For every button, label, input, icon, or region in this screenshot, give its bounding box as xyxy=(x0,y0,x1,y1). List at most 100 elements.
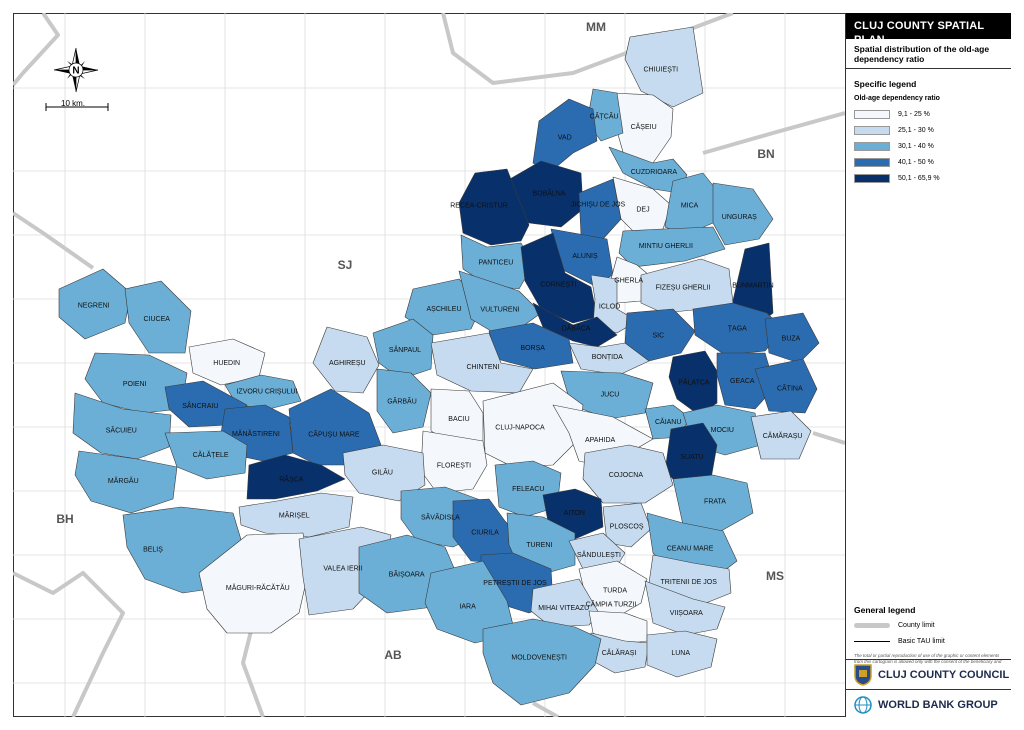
logo-label: CLUJ COUNTY COUNCIL xyxy=(878,668,1010,681)
specific-legend-title: Specific legend xyxy=(854,79,917,89)
tau-label: BUZA xyxy=(782,336,801,343)
tau-region xyxy=(764,312,820,364)
tau-region xyxy=(74,450,178,514)
logo-label: WORLD BANK GROUP xyxy=(878,698,998,711)
tau-label: FELEACU xyxy=(512,486,544,493)
tau-label: CORNEȘTI xyxy=(540,281,576,288)
tau-label: CUZDRIOARA xyxy=(631,169,678,176)
tau-region xyxy=(532,302,618,348)
tau-region xyxy=(198,532,310,634)
tau-label: CĂȚCĂU xyxy=(590,111,619,120)
tau-label: TRITENII DE JOS xyxy=(660,579,717,586)
tau-limit-swatch xyxy=(854,640,890,642)
tau-region xyxy=(530,578,600,628)
tau-label: SĂNDULEȘTI xyxy=(577,550,621,559)
neighbor-labels: MM BN SJ BH MS AB xyxy=(56,20,784,662)
tau-label: BUNMARTIN xyxy=(732,283,773,290)
tau-label: CĂIANU xyxy=(655,417,681,426)
tau-label: SÂNPAUL xyxy=(389,345,421,354)
tau-label: MOLDOVENEȘTI xyxy=(511,655,567,662)
tau-label: APAHIDA xyxy=(585,437,616,444)
compass-label: N xyxy=(72,66,79,77)
county-limit-swatch xyxy=(854,622,890,628)
tau-region xyxy=(458,168,530,246)
tau-label: MIHAI VITEAZU xyxy=(538,605,589,612)
legend-label: 30,1 - 40 % xyxy=(898,142,934,150)
legend-swatch xyxy=(854,141,890,151)
neighbor-label: AB xyxy=(384,648,402,662)
tau-label: FLOREȘTI xyxy=(437,463,471,470)
tau-label: MINTIU GHERLII xyxy=(639,243,693,250)
tau-label: SUATU xyxy=(680,454,703,461)
legend-swatch xyxy=(854,125,890,135)
tau-label: MĂNĂSTIRENI xyxy=(232,429,280,438)
tau-label: VULTURENI xyxy=(480,307,519,314)
tau-label: BORȘA xyxy=(520,345,545,352)
tau-label: GÂRBĂU xyxy=(387,397,417,406)
legend-item: County limit xyxy=(846,617,1011,633)
tau-label: CĂLĂRAȘI xyxy=(602,648,637,657)
tau-region xyxy=(84,352,188,414)
tau-label: SĂVĂDISLA xyxy=(421,513,460,522)
legend-label: 40,1 - 50 % xyxy=(898,158,934,166)
tau-label: FRATA xyxy=(704,499,726,506)
tau-label: DĂBÂCA xyxy=(562,323,591,332)
tau-label: PĂLATCA xyxy=(678,377,710,386)
tau-label: GILĂU xyxy=(372,468,393,477)
tau-label: BELIȘ xyxy=(143,547,163,554)
tau-label: MĂGURI-RĂCĂTĂU xyxy=(226,583,290,592)
tau-region xyxy=(624,26,704,108)
tau-label: CĂMĂRAȘU xyxy=(763,431,803,440)
tau-label: CĂTINA xyxy=(777,384,803,393)
tau-label: VALEA IERII xyxy=(323,566,362,573)
tau-label: ALUNIȘ xyxy=(572,253,598,260)
tau-labels: CHIUIEȘTI CĂȘEIU CĂȚCĂU VAD CUZDRIOARA DEJ MIC… xyxy=(78,67,803,662)
tau-label: NEGRENI xyxy=(78,303,110,310)
tau-region xyxy=(618,226,726,268)
tau-region xyxy=(482,382,584,468)
tau-label: TURDA xyxy=(603,588,627,595)
legend-label: 9,1 - 25 % xyxy=(898,110,930,118)
neighbor-label: MS xyxy=(766,569,784,583)
tau-label: SĂCUIEU xyxy=(106,425,137,434)
legend-sidebar: CLUJ COUNTY SPATIAL PLAN Spatial distrib… xyxy=(845,13,1011,717)
tau-label: MĂRIȘEL xyxy=(279,511,310,520)
tau-label: JICHIȘU DE JOS xyxy=(571,202,626,209)
tau-label: RÂȘCA xyxy=(279,475,303,484)
tau-label: BOBÂLNA xyxy=(532,189,565,198)
tau-label: GEACA xyxy=(730,378,755,385)
tau-label: BONȚIDA xyxy=(592,354,623,361)
tau-label: SIC xyxy=(652,333,664,340)
neighbor-label: BH xyxy=(56,512,73,526)
tau-region xyxy=(430,332,534,394)
tau-label: UNGURAȘ xyxy=(722,214,757,221)
general-legend-title: General legend xyxy=(854,605,916,615)
tau-region xyxy=(754,358,818,414)
legend-classes: 9,1 - 25 % 25,1 - 30 % 30,1 - 40 % 40,1 … xyxy=(846,106,1011,186)
tau-label: BĂIȘOARA xyxy=(389,569,425,578)
tau-label: JUCU xyxy=(601,392,620,399)
tau-label: POIENI xyxy=(123,381,147,388)
tau-region xyxy=(72,392,172,460)
neighbor-label: MM xyxy=(586,20,606,34)
legend-item: 9,1 - 25 % xyxy=(846,106,1011,122)
tau-label: CĂȘEIU xyxy=(631,122,657,131)
tau-label: AȘCHILEU xyxy=(426,306,461,313)
globe-icon xyxy=(854,695,872,714)
tau-region xyxy=(612,92,674,164)
north-arrow-icon: N xyxy=(53,47,99,93)
tau-label: CÂMPIA TURZII xyxy=(586,600,637,609)
tau-label: IARA xyxy=(459,604,476,611)
tau-label: HUEDIN xyxy=(213,360,240,367)
legend-swatch xyxy=(854,109,890,119)
logo-world-bank: WORLD BANK GROUP xyxy=(846,689,1011,719)
tau-label: ȚAGA xyxy=(728,325,747,332)
tau-region xyxy=(482,618,602,706)
tau-label: VIIȘOARA xyxy=(670,610,703,617)
legend-item: 40,1 - 50 % xyxy=(846,154,1011,170)
map-area: CHIUIEȘTI CĂȘEIU CĂȚCĂU VAD CUZDRIOARA DEJ MIC… xyxy=(13,13,845,717)
neighbor-label: BN xyxy=(757,147,774,161)
legend-label: 25,1 - 30 % xyxy=(898,126,934,134)
tau-label: ICLOD xyxy=(599,303,620,310)
tau-label: PETREȘTII DE JOS xyxy=(483,580,547,587)
